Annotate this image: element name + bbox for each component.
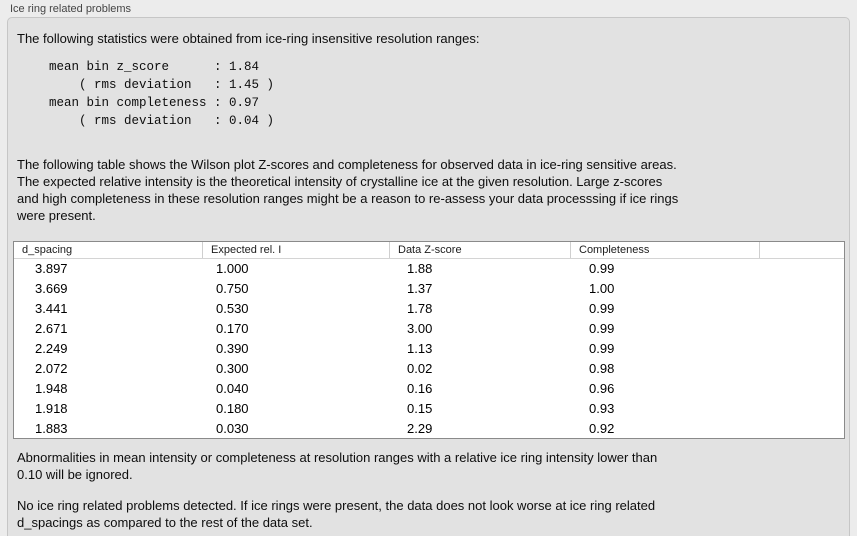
cell-expected-rel-i: 0.300 [216, 360, 249, 376]
header-cell-d-spacing[interactable]: d_spacing [22, 244, 73, 256]
cell-data-z-score: 1.13 [407, 341, 433, 356]
panel-title: Ice ring related problems [10, 3, 132, 15]
cell-data-z-score: 0.16 [407, 380, 433, 396]
cell-expected-rel-i: 0.750 [216, 281, 249, 297]
table-row[interactable]: 2.249 0.390 1.13 0.99 [14, 339, 844, 359]
ice-ring-group-box: The following statistics were obtained f… [7, 17, 850, 536]
stats-block: mean bin z_score : 1.84 ( rms deviation … [49, 60, 275, 128]
cell-d-spacing: 2.671 [35, 321, 68, 337]
cell-expected-rel-i: 0.390 [216, 341, 249, 356]
table-row[interactable]: 3.441 0.530 1.78 0.99 [14, 299, 844, 319]
ice-ring-table[interactable]: d_spacing Expected rel. I Data Z-score C… [13, 241, 845, 439]
cell-data-z-score: 3.00 [407, 321, 433, 337]
cell-expected-rel-i: 0.030 [216, 420, 249, 436]
cell-completeness: 0.93 [589, 400, 615, 416]
cell-data-z-score: 1.37 [407, 281, 433, 297]
cell-d-spacing: 3.441 [35, 301, 68, 317]
cell-data-z-score: 2.29 [407, 420, 433, 436]
header-cell-empty [759, 242, 844, 258]
table-body: 3.897 1.000 1.88 0.99 3.669 0.750 1.37 1… [14, 259, 844, 438]
table-header-row: d_spacing Expected rel. I Data Z-score C… [14, 242, 844, 259]
table-row[interactable]: 1.918 0.180 0.15 0.93 [14, 398, 844, 418]
cell-completeness: 0.99 [589, 341, 615, 356]
cell-completeness: 0.99 [589, 321, 615, 337]
cell-data-z-score: 0.02 [407, 360, 433, 376]
table-row[interactable]: 3.669 0.750 1.37 1.00 [14, 279, 844, 299]
cell-d-spacing: 3.669 [35, 281, 68, 297]
cell-expected-rel-i: 0.180 [216, 400, 249, 416]
cell-d-spacing: 1.948 [35, 380, 68, 396]
cell-completeness: 0.99 [589, 301, 615, 317]
table-row[interactable]: 1.948 0.040 0.16 0.96 [14, 378, 844, 398]
cell-expected-rel-i: 1.000 [216, 261, 249, 277]
table-description: The following table shows the Wilson plo… [17, 157, 679, 223]
intro-text: The following statistics were obtained f… [17, 31, 480, 46]
cell-completeness: 1.00 [589, 281, 615, 297]
cell-expected-rel-i: 0.040 [216, 380, 249, 396]
table-row[interactable]: 3.897 1.000 1.88 0.99 [14, 259, 844, 279]
cell-d-spacing: 2.072 [35, 360, 68, 376]
cell-data-z-score: 1.88 [407, 261, 433, 277]
cell-completeness: 0.98 [589, 360, 615, 376]
header-cell-data-z-score[interactable]: Data Z-score [389, 242, 570, 258]
cell-d-spacing: 1.883 [35, 420, 68, 436]
header-cell-completeness[interactable]: Completeness [570, 242, 759, 258]
cell-expected-rel-i: 0.530 [216, 301, 249, 317]
note-abnormalities: Abnormalities in mean intensity or compl… [17, 450, 658, 482]
cell-data-z-score: 1.78 [407, 301, 433, 317]
table-row[interactable]: 1.883 0.030 2.29 0.92 [14, 418, 844, 438]
cell-d-spacing: 2.249 [35, 341, 68, 356]
table-row[interactable]: 2.072 0.300 0.02 0.98 [14, 358, 844, 378]
cell-completeness: 0.92 [589, 420, 615, 436]
cell-completeness: 0.99 [589, 261, 615, 277]
note-no-problems: No ice ring related problems detected. I… [17, 498, 656, 530]
cell-completeness: 0.96 [589, 380, 615, 396]
cell-d-spacing: 1.918 [35, 400, 68, 416]
cell-expected-rel-i: 0.170 [216, 321, 249, 337]
cell-d-spacing: 3.897 [35, 261, 68, 277]
header-cell-expected-rel-i[interactable]: Expected rel. I [202, 242, 389, 258]
table-row[interactable]: 2.671 0.170 3.00 0.99 [14, 319, 844, 339]
cell-data-z-score: 0.15 [407, 400, 433, 416]
